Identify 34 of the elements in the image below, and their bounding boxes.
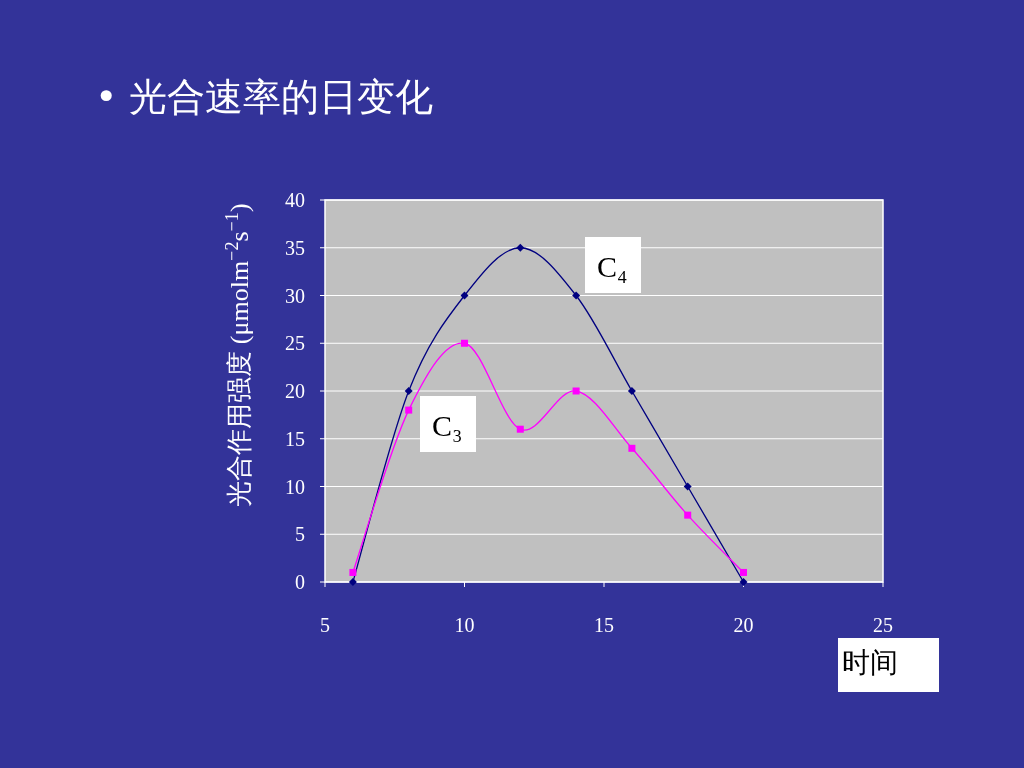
point: [405, 406, 413, 414]
y-tick-label: 20: [285, 380, 305, 402]
point: [461, 339, 468, 347]
y-tick-label: 15: [285, 427, 305, 450]
x-tick-label: 10: [454, 614, 475, 636]
x-tick-label: 15: [594, 614, 614, 636]
point: [627, 387, 636, 395]
point: [740, 568, 747, 576]
point: [348, 578, 357, 586]
y-tick-label: 40: [285, 189, 305, 211]
point: [572, 387, 580, 395]
x-tick-label: 5: [320, 614, 330, 636]
point: [349, 568, 357, 576]
point: [516, 243, 525, 252]
point: [684, 511, 692, 519]
point: [683, 482, 692, 491]
y-tick-label: 35: [285, 236, 305, 259]
x-tick-label: 20: [733, 614, 754, 636]
series-label: C₃: [432, 409, 463, 442]
point: [628, 444, 636, 452]
chart-title: • 光合速率的日变化: [95, 75, 434, 119]
y-tick-label: 25: [285, 332, 305, 355]
x-axis-title: 时间: [842, 646, 898, 679]
point: [460, 291, 469, 300]
point: [572, 291, 581, 300]
point: [739, 578, 748, 586]
series-label: C₄: [597, 250, 628, 283]
x-tick-label: 25: [873, 614, 893, 636]
point: [516, 425, 524, 433]
y-tick-label: 10: [285, 475, 305, 498]
y-tick-label: 5: [295, 523, 305, 546]
y-tick-label: 30: [285, 284, 305, 307]
point: [404, 387, 413, 395]
y-tick-label: 0: [295, 571, 305, 593]
